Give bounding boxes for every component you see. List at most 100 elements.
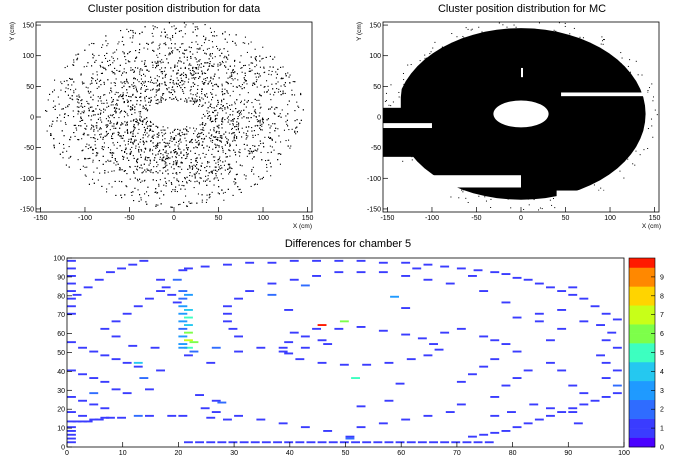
data-point [286,119,288,121]
data-point [214,84,216,86]
mc-edge-point [593,184,595,186]
data-point [202,129,204,131]
data-point [158,151,160,153]
heatmap-cell [184,267,193,270]
data-point [220,104,222,106]
data-point [143,107,145,109]
data-point [104,94,106,96]
data-point [225,136,227,138]
data-point [143,82,145,84]
mc-edge-point [406,148,408,150]
data-point [159,197,161,199]
data-point [192,98,194,100]
data-point [146,69,148,71]
heatmap-cell [434,348,444,351]
data-point [102,66,104,68]
data-point [62,157,64,159]
heatmap-cell [451,441,461,444]
data-point [98,160,100,162]
data-point [117,163,119,165]
data-point [199,124,201,126]
mc-edge-point [639,154,641,156]
heatmap-cell [440,331,450,334]
data-point [138,111,140,113]
y-tick-label: 50 [57,350,65,357]
data-point [164,42,166,44]
data-point [112,142,114,144]
data-point [105,40,107,42]
data-point [181,184,183,186]
data-point [261,125,263,127]
mc-edge-point [392,138,394,140]
heatmap-cell [67,396,76,398]
data-point [70,89,72,91]
heatmap-cell [568,286,578,289]
data-point [270,175,272,177]
data-point [166,88,168,90]
mc-edge-point [517,29,519,31]
data-point [167,169,169,171]
data-point [100,72,102,74]
data-point [107,43,109,45]
heatmap-cell [223,305,232,308]
data-point [235,161,237,163]
data-point [95,155,97,157]
data-point [126,89,128,91]
data-point [122,155,124,157]
data-point [259,121,261,123]
data-point [241,165,243,167]
data-point [209,27,211,29]
heatmap-cell [261,441,271,444]
mc-edge-point [507,198,509,200]
heatmap-cell [468,275,477,277]
mc-edge-point [569,33,571,35]
heatmap-cell [284,341,294,344]
data-point [109,92,111,94]
data-point [176,73,178,75]
data-point [222,151,224,153]
data-point [211,82,213,84]
data-point [107,115,109,117]
mc-edge-point [652,100,654,102]
data-point [156,54,158,56]
data-point [110,104,112,106]
data-point [171,156,173,158]
data-point [210,118,212,120]
data-point [248,120,250,122]
data-point [199,76,201,78]
data-point [198,154,200,156]
data-point [96,87,98,89]
data-point [219,64,221,66]
data-point [194,165,196,167]
heatmap-cell [94,278,104,281]
data-point [94,144,96,146]
data-point [112,62,114,64]
data-point [164,177,166,179]
data-point [93,43,95,45]
data-point [174,43,176,45]
heatmap-cell [122,361,132,364]
data-point [75,124,77,126]
data-point [224,169,226,171]
data-point [185,49,187,51]
heatmap-cell [406,441,416,444]
data-point [270,151,272,153]
color-scale-tick-label: 0 [660,445,664,452]
mc-edge-point [389,122,391,124]
data-point [86,100,88,102]
mc-edge-point [462,35,464,37]
data-point [80,116,82,118]
data-point [227,68,229,70]
data-point [180,74,182,76]
heatmap-cell [306,441,316,444]
data-point [162,154,164,156]
data-point [165,132,167,134]
data-point [205,201,207,203]
data-point [164,70,166,72]
data-point [271,106,273,108]
heatmap-cell [612,346,622,349]
data-point [128,31,130,33]
data-point [170,39,172,41]
data-point [234,126,236,128]
mc-edge-point [600,43,602,45]
